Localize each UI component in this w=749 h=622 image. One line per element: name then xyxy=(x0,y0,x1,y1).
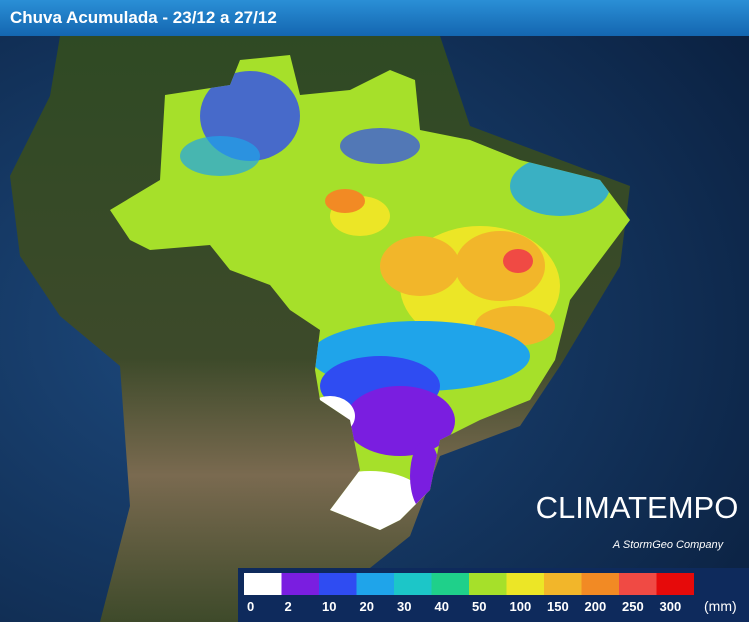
legend-label: 0 xyxy=(247,599,254,614)
legend-swatch xyxy=(619,573,657,595)
legend-unit: (mm) xyxy=(704,598,737,614)
legend-swatch xyxy=(506,573,544,595)
title-bar: Chuva Acumulada - 23/12 a 27/12 xyxy=(0,0,749,36)
legend-swatch xyxy=(656,573,694,595)
legend-swatch xyxy=(281,573,319,595)
legend-label: 10 xyxy=(322,599,336,614)
logo-tagline: A StormGeo Company xyxy=(612,539,725,551)
legend: 0 2 10 20 30 40 50 100 150 200 250 300 (mm) xyxy=(238,568,749,622)
legend-label: 30 xyxy=(397,599,411,614)
legend-swatch xyxy=(394,573,432,595)
legend-label: 2 xyxy=(285,599,292,614)
legend-swatch xyxy=(244,573,282,595)
legend-label: 50 xyxy=(472,599,486,614)
legend-label: 150 xyxy=(547,599,569,614)
legend-swatch xyxy=(469,573,507,595)
legend-swatch xyxy=(319,573,357,595)
legend-label: 40 xyxy=(435,599,449,614)
legend-label: 300 xyxy=(660,599,682,614)
legend-label: 100 xyxy=(510,599,532,614)
legend-label: 200 xyxy=(585,599,607,614)
legend-swatch xyxy=(581,573,619,595)
title: Chuva Acumulada - 23/12 a 27/12 xyxy=(10,8,277,27)
logo: CLIMATEMPO xyxy=(536,490,739,525)
legend-swatch xyxy=(431,573,469,595)
legend-swatch xyxy=(544,573,582,595)
legend-label: 250 xyxy=(622,599,644,614)
legend-label: 20 xyxy=(360,599,374,614)
map: 0 2 10 20 30 40 50 100 150 200 250 300 (mm) CLIMATEM… xyxy=(0,36,749,622)
legend-swatch xyxy=(356,573,394,595)
